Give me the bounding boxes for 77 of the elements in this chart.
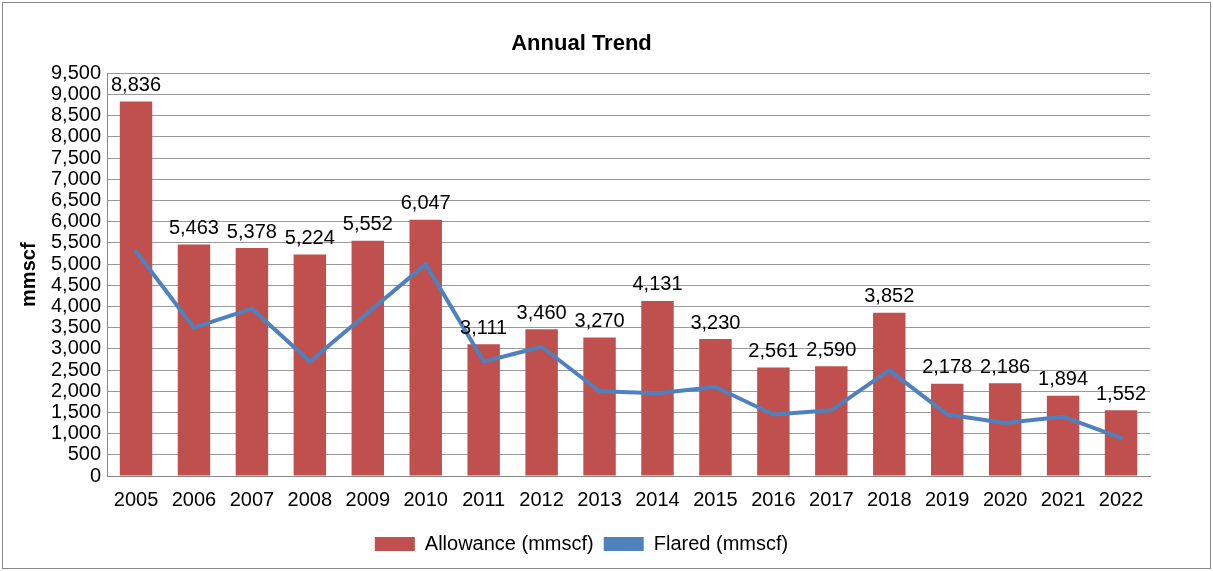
y-tick-label: 7,500 bbox=[50, 145, 102, 168]
x-tick-label: 2009 bbox=[345, 487, 391, 510]
data-label: 3,270 bbox=[574, 308, 625, 331]
data-label: 5,378 bbox=[226, 219, 277, 242]
bar bbox=[1104, 410, 1138, 476]
x-tick-label: 2012 bbox=[519, 487, 564, 510]
x-tick-label: 2010 bbox=[403, 487, 448, 510]
x-tick-label: 2021 bbox=[1040, 487, 1086, 510]
x-tick-label: 2018 bbox=[867, 487, 912, 510]
y-tick-label: 7,000 bbox=[50, 166, 102, 189]
x-tick-label: 2011 bbox=[462, 487, 506, 510]
data-label: 1,552 bbox=[1096, 381, 1147, 404]
x-tick-label: 2022 bbox=[1098, 487, 1144, 510]
legend-label: Allowance (mmscf) bbox=[424, 531, 594, 554]
x-tick-label: 2013 bbox=[577, 487, 622, 510]
bar bbox=[641, 300, 674, 476]
y-axis-title: mmscf bbox=[16, 242, 39, 307]
bar bbox=[1046, 395, 1080, 476]
y-tick-label: 1,500 bbox=[50, 399, 102, 422]
data-label: 2,590 bbox=[806, 337, 857, 360]
bar bbox=[293, 254, 327, 476]
bar bbox=[351, 240, 385, 476]
y-tick-label: 2,500 bbox=[50, 357, 102, 380]
x-tick-label: 2016 bbox=[751, 487, 796, 510]
data-label: 3,460 bbox=[516, 300, 567, 323]
bar bbox=[119, 101, 153, 476]
data-label: 6,047 bbox=[400, 191, 451, 214]
data-label: 8,836 bbox=[110, 73, 162, 96]
bar bbox=[930, 383, 964, 476]
data-label: 3,852 bbox=[864, 284, 915, 307]
data-label: 2,186 bbox=[980, 354, 1031, 377]
y-tick-label: 3,500 bbox=[50, 315, 102, 338]
data-label: 1,894 bbox=[1038, 367, 1089, 390]
x-tick-label: 2015 bbox=[693, 487, 738, 510]
y-tick-label: 3,000 bbox=[50, 336, 102, 359]
y-tick-label: 4,000 bbox=[50, 294, 102, 316]
bar bbox=[177, 244, 211, 476]
x-tick-label: 2007 bbox=[229, 487, 275, 510]
bar bbox=[699, 339, 732, 476]
data-label: 5,224 bbox=[284, 226, 335, 249]
y-tick-label: 4,500 bbox=[50, 272, 102, 295]
y-tick-label: 9,000 bbox=[50, 82, 102, 105]
data-label: 3,230 bbox=[690, 310, 741, 333]
data-label: 4,131 bbox=[632, 272, 683, 295]
x-tick-label: 2014 bbox=[635, 487, 680, 510]
bar bbox=[815, 366, 848, 476]
bar bbox=[467, 344, 500, 476]
y-tick-label: 5,500 bbox=[50, 230, 102, 253]
legend-label: Flared (mmscf) bbox=[653, 531, 789, 554]
y-tick-label: 6,000 bbox=[50, 209, 102, 232]
bar bbox=[583, 337, 616, 476]
y-tick-label: 0 bbox=[89, 463, 102, 486]
y-tick-label: 8,000 bbox=[50, 124, 102, 147]
data-label: 5,552 bbox=[342, 212, 393, 235]
y-tick-label: 8,500 bbox=[50, 103, 102, 126]
y-tick-label: 9,500 bbox=[50, 60, 102, 83]
x-tick-label: 2017 bbox=[809, 487, 854, 510]
bar bbox=[757, 367, 790, 476]
x-tick-label: 2019 bbox=[924, 487, 970, 510]
bar bbox=[988, 383, 1022, 476]
y-tick-label: 1,000 bbox=[50, 421, 102, 444]
y-tick-label: 5,000 bbox=[50, 251, 102, 274]
chart-title: Annual Trend bbox=[511, 30, 652, 56]
y-tick-label: 2,000 bbox=[50, 378, 102, 401]
bar bbox=[525, 329, 558, 476]
bar bbox=[873, 312, 906, 476]
bar bbox=[235, 248, 269, 476]
y-tick-label: 6,500 bbox=[50, 188, 102, 211]
bar bbox=[409, 219, 442, 476]
x-tick-label: 2008 bbox=[287, 487, 333, 510]
x-tick-label: 2020 bbox=[982, 487, 1028, 510]
x-tick-label: 2006 bbox=[171, 487, 217, 510]
data-label: 2,178 bbox=[922, 355, 973, 378]
y-tick-label: 500 bbox=[67, 442, 102, 465]
data-label: 2,561 bbox=[748, 338, 799, 361]
data-label: 5,463 bbox=[168, 216, 219, 238]
x-tick-label: 2005 bbox=[113, 487, 159, 510]
